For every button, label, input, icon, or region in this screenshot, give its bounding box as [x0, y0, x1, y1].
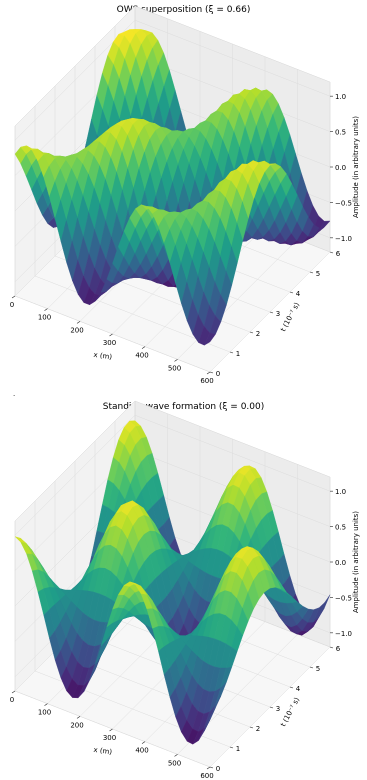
- t-axis-label: t (10⁻⁷ s): [279, 696, 301, 728]
- chart-title: Standing wave formation (ξ = 0.00): [103, 402, 265, 412]
- t-tick-label: 1: [236, 745, 240, 753]
- surface-patch: [204, 707, 216, 732]
- t-tick-label: 5: [316, 665, 320, 673]
- t-axis-label: t (10⁻⁷ s): [279, 301, 301, 333]
- t-tick-label: 6: [336, 250, 341, 258]
- z-tick-label: 0.5: [335, 524, 346, 532]
- z-tick-label: 0.5: [335, 129, 346, 137]
- x-tick-mark: [76, 321, 81, 324]
- t-tick-label: 2: [256, 725, 260, 733]
- t-tick-mark: [269, 706, 274, 709]
- t-tick-mark: [229, 351, 234, 354]
- t-tick-label: 0: [216, 370, 220, 378]
- t-tick-label: 4: [296, 290, 301, 298]
- x-tick-mark: [44, 703, 48, 706]
- x-tick-mark: [11, 690, 16, 694]
- z-tick-label: 1.0: [335, 488, 346, 496]
- t-tick-label: 2: [256, 330, 260, 338]
- t-tick-mark: [329, 251, 334, 254]
- x-tick-label: 300: [103, 734, 116, 742]
- x-tick-label: 0: [10, 301, 14, 309]
- z-tick-label: −0.5: [335, 594, 352, 602]
- x-tick-label: 400: [135, 747, 148, 755]
- x-axis-label: x (m): [93, 351, 113, 362]
- x-tick-label: 300: [103, 339, 116, 347]
- x-tick-mark: [44, 308, 48, 311]
- x-tick-mark: [141, 741, 146, 744]
- t-tick-label: 4: [296, 685, 301, 693]
- z-tick-label: −1.0: [335, 630, 352, 638]
- x-tick-label: 100: [38, 709, 51, 717]
- x-tick-label: 200: [70, 326, 83, 334]
- surface: [14, 29, 331, 346]
- x-tick-mark: [174, 359, 178, 362]
- t-tick-mark: [269, 311, 274, 314]
- gridline-z: [14, 414, 331, 536]
- x-tick-mark: [109, 333, 113, 337]
- t-tick-label: 3: [276, 310, 280, 318]
- t-tick-label: 1: [236, 350, 240, 358]
- x-tick-mark: [76, 716, 81, 719]
- t-tick-mark: [289, 291, 294, 294]
- t-tick-mark: [209, 766, 214, 769]
- z-axis-label: Amplitude (in arbitrary units): [352, 511, 360, 613]
- t-tick-label: 5: [316, 270, 320, 278]
- t-tick-mark: [209, 371, 214, 374]
- surface: [14, 420, 331, 745]
- x-tick-mark: [206, 371, 211, 375]
- t-tick-mark: [249, 726, 254, 729]
- surface-patch: [203, 332, 216, 346]
- panel-standing-wave: Standing wave formation (ξ = 0.00)010020…: [10, 400, 360, 780]
- z-tick-label: 0.0: [335, 164, 346, 172]
- x-tick-mark: [11, 295, 16, 299]
- x-tick-label: 500: [168, 364, 181, 372]
- z-tick-label: 1.0: [335, 93, 346, 101]
- x-tick-label: 600: [200, 772, 213, 780]
- t-tick-mark: [289, 686, 294, 689]
- t-tick-mark: [309, 666, 314, 669]
- x-tick-label: 400: [135, 352, 148, 360]
- z-axis-label: Amplitude (in arbitrary units): [352, 116, 360, 218]
- z-tick-label: 0.0: [335, 559, 346, 567]
- x-tick-label: 500: [168, 759, 181, 767]
- t-tick-mark: [249, 331, 254, 334]
- z-tick-label: −1.0: [335, 235, 352, 243]
- t-tick-mark: [309, 271, 314, 274]
- z-tick-label: −0.5: [335, 199, 352, 207]
- t-tick-mark: [329, 646, 334, 649]
- t-tick-label: 0: [216, 765, 220, 773]
- chart-title: OWS superposition (ξ = 0.66): [117, 5, 251, 15]
- x-tick-label: 100: [38, 314, 51, 322]
- stray-mark: .: [13, 390, 15, 398]
- gridline-z: [14, 19, 331, 141]
- x-tick-mark: [206, 766, 211, 770]
- x-tick-label: 600: [200, 377, 213, 385]
- panel-ows-superposition: OWS superposition (ξ = 0.66)010020030040…: [10, 5, 360, 385]
- x-tick-mark: [109, 728, 113, 732]
- x-tick-label: 200: [70, 721, 83, 729]
- t-tick-label: 3: [276, 705, 280, 713]
- t-tick-label: 6: [336, 645, 341, 653]
- x-axis-label: x (m): [93, 746, 113, 757]
- x-tick-mark: [141, 346, 146, 349]
- x-tick-mark: [174, 754, 178, 757]
- x-tick-label: 0: [10, 696, 14, 704]
- t-tick-mark: [229, 746, 234, 749]
